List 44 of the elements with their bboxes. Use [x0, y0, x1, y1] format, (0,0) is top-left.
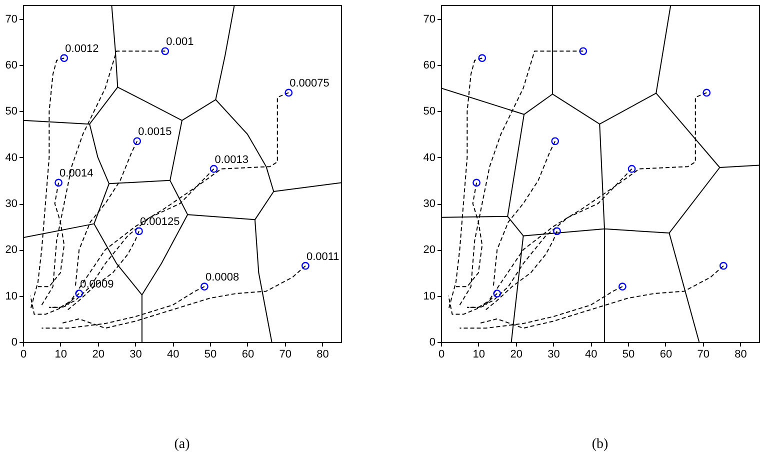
x-tick-label: 40 — [167, 348, 180, 360]
x-tick-label: 60 — [660, 348, 672, 360]
y-tick-label: 70 — [423, 13, 436, 26]
y-tick-label: 50 — [423, 106, 436, 118]
text: (a) — [174, 437, 190, 452]
y-tick-label: 30 — [423, 198, 436, 210]
x-tick-label: 50 — [622, 348, 635, 360]
x-tick-label: 30 — [548, 348, 560, 360]
x-tick-label: 80 — [316, 348, 329, 360]
annotation: 0.0014 — [60, 168, 94, 180]
x-tick-label: 70 — [697, 348, 710, 360]
y-tick-label: 10 — [5, 290, 18, 302]
y-tick-label: 30 — [5, 198, 18, 210]
x-tick-label: 20 — [92, 348, 104, 360]
x-tick-label: 80 — [734, 348, 747, 360]
x-tick-label: 40 — [585, 348, 598, 360]
annotation: 0.0013 — [214, 154, 248, 166]
x-tick-label: 10 — [54, 348, 68, 360]
y-tick-label: 70 — [5, 13, 18, 26]
y-tick-label: 60 — [5, 60, 18, 72]
y-tick-label: 0 — [11, 336, 18, 348]
y-tick-label: 40 — [423, 152, 436, 164]
y-tick-label: 20 — [5, 244, 18, 256]
y-tick-label: 20 — [423, 244, 436, 256]
y-tick-label: 40 — [5, 152, 18, 164]
y-tick-label: 50 — [5, 106, 18, 118]
annotation: 0.0015 — [138, 126, 172, 138]
x-tick-label: 0 — [20, 348, 27, 360]
annotation: 0.001 — [166, 36, 194, 48]
annotation: 0.00075 — [290, 78, 330, 90]
x-tick-label: 30 — [130, 348, 142, 360]
x-tick-label: 20 — [510, 348, 522, 360]
y-tick-label: 10 — [423, 290, 436, 302]
annotation: 0.0008 — [205, 272, 240, 284]
annotation: 0.0012 — [65, 43, 99, 56]
x-tick-label: 0 — [438, 348, 445, 360]
x-tick-label: 70 — [279, 348, 292, 360]
text: (b) — [592, 437, 608, 452]
y-tick-label: 60 — [423, 60, 436, 72]
x-tick-label: 10 — [472, 348, 486, 360]
x-tick-label: 60 — [242, 348, 254, 360]
annotation: 0.0011 — [306, 250, 340, 263]
x-tick-label: 50 — [204, 348, 217, 360]
y-tick-label: 0 — [429, 336, 436, 348]
